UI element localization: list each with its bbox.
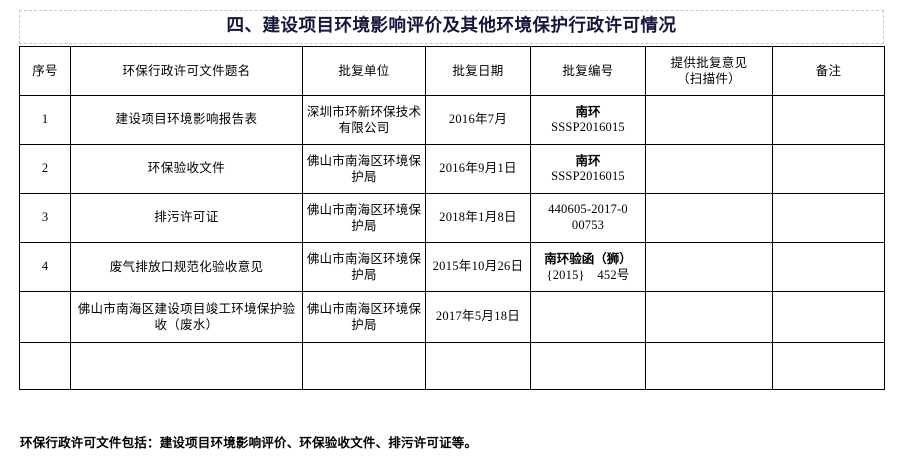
table-row: 4 废气排放口规范化验收意见 佛山市南海区环境保护局 2015年10月26日 南… <box>19 242 885 292</box>
header-cell-doc-title: 环保行政许可文件题名 <box>70 46 303 96</box>
header-cell-unit: 批复单位 <box>302 46 426 96</box>
table-row: 1 建设项目环境影响报告表 深圳市环新环保技术有限公司 2016年7月 南环 S… <box>19 95 885 145</box>
environmental-permit-table: 序号 环保行政许可文件题名 批复单位 批复日期 批复编号 提供批复意见 （扫描件… <box>19 46 885 390</box>
cell-doc-title <box>70 342 303 390</box>
cell-index: 4 <box>19 242 71 292</box>
cell-index <box>19 291 71 343</box>
cell-date: 2016年7月 <box>425 95 531 145</box>
cell-code: 南环 SSSP2016015 <box>530 95 646 145</box>
title-container: 四、建设项目环境影响评价及其他环境保护行政许可情况 <box>19 10 884 44</box>
table-header: 序号 环保行政许可文件题名 批复单位 批复日期 批复编号 提供批复意见 （扫描件… <box>19 46 885 96</box>
cell-scan <box>645 291 773 343</box>
cell-date <box>425 342 531 390</box>
cell-index: 2 <box>19 144 71 194</box>
cell-doc-title: 废气排放口规范化验收意见 <box>70 242 303 292</box>
cell-code-line1: 南环验函（狮） <box>544 250 632 266</box>
table-row: 佛山市南海区建设项目竣工环境保护验收（废水） 佛山市南海区环境保护局 2017年… <box>19 291 885 343</box>
header-cell-scan: 提供批复意见 （扫描件） <box>645 46 773 96</box>
header-scan-line2: （扫描件） <box>676 71 741 86</box>
cell-remark <box>772 95 885 145</box>
cell-code <box>530 291 646 343</box>
page-title: 四、建设项目环境影响评价及其他环境保护行政许可情况 <box>226 16 677 37</box>
cell-code: 南环验函（狮） {2015} 452号 <box>530 242 646 292</box>
header-cell-index: 序号 <box>19 46 71 96</box>
cell-scan <box>645 242 773 292</box>
cell-code: 440605-2017-0 00753 <box>530 193 646 243</box>
header-cell-code: 批复编号 <box>530 46 646 96</box>
cell-scan <box>645 342 773 390</box>
cell-unit <box>302 342 426 390</box>
cell-code-line1: 南环 <box>575 104 601 120</box>
cell-code: 南环 SSSP2016015 <box>530 144 646 194</box>
cell-date: 2018年1月8日 <box>425 193 531 243</box>
cell-doc-title: 建设项目环境影响报告表 <box>70 95 303 145</box>
cell-date: 2016年9月1日 <box>425 144 531 194</box>
cell-scan <box>645 144 773 194</box>
cell-doc-title: 佛山市南海区建设项目竣工环境保护验收（废水） <box>70 291 303 343</box>
cell-unit: 深圳市环新环保技术有限公司 <box>302 95 426 145</box>
header-cell-remark: 备注 <box>772 46 885 96</box>
cell-code-line2: {2015} 452号 <box>546 267 630 282</box>
cell-unit: 佛山市南海区环境保护局 <box>302 144 426 194</box>
cell-index: 1 <box>19 95 71 145</box>
cell-unit: 佛山市南海区环境保护局 <box>302 193 426 243</box>
table-row: 2 环保验收文件 佛山市南海区环境保护局 2016年9月1日 南环 SSSP20… <box>19 144 885 194</box>
cell-date: 2015年10月26日 <box>425 242 531 292</box>
permit-table-container: 序号 环保行政许可文件题名 批复单位 批复日期 批复编号 提供批复意见 （扫描件… <box>19 46 885 390</box>
cell-code-line2: SSSP2016015 <box>551 120 625 134</box>
cell-doc-title: 环保验收文件 <box>70 144 303 194</box>
cell-index <box>19 342 71 390</box>
cell-code-line2: SSSP2016015 <box>551 169 625 183</box>
cell-doc-title: 排污许可证 <box>70 193 303 243</box>
table-row <box>19 342 885 390</box>
header-scan-line1: 提供批复意见 <box>670 55 748 71</box>
cell-remark <box>772 291 885 343</box>
cell-unit: 佛山市南海区环境保护局 <box>302 291 426 343</box>
cell-scan <box>645 193 773 243</box>
cell-remark <box>772 193 885 243</box>
cell-scan <box>645 95 773 145</box>
cell-code-line2: 00753 <box>571 218 605 232</box>
cell-remark <box>772 342 885 390</box>
table-body: 1 建设项目环境影响报告表 深圳市环新环保技术有限公司 2016年7月 南环 S… <box>19 95 885 390</box>
cell-remark <box>772 242 885 292</box>
cell-unit: 佛山市南海区环境保护局 <box>302 242 426 292</box>
cell-code-line1: 南环 <box>575 153 601 169</box>
cell-index: 3 <box>19 193 71 243</box>
cell-code <box>530 342 646 390</box>
cell-remark <box>772 144 885 194</box>
cell-date: 2017年5月18日 <box>425 291 531 343</box>
header-cell-date: 批复日期 <box>425 46 531 96</box>
cell-code-line1: 440605-2017-0 <box>548 202 628 217</box>
table-row: 3 排污许可证 佛山市南海区环境保护局 2018年1月8日 440605-201… <box>19 193 885 243</box>
header-row: 序号 环保行政许可文件题名 批复单位 批复日期 批复编号 提供批复意见 （扫描件… <box>19 46 885 96</box>
footer-note: 环保行政许可文件包括：建设项目环境影响评价、环保验收文件、排污许可证等。 <box>20 435 478 450</box>
